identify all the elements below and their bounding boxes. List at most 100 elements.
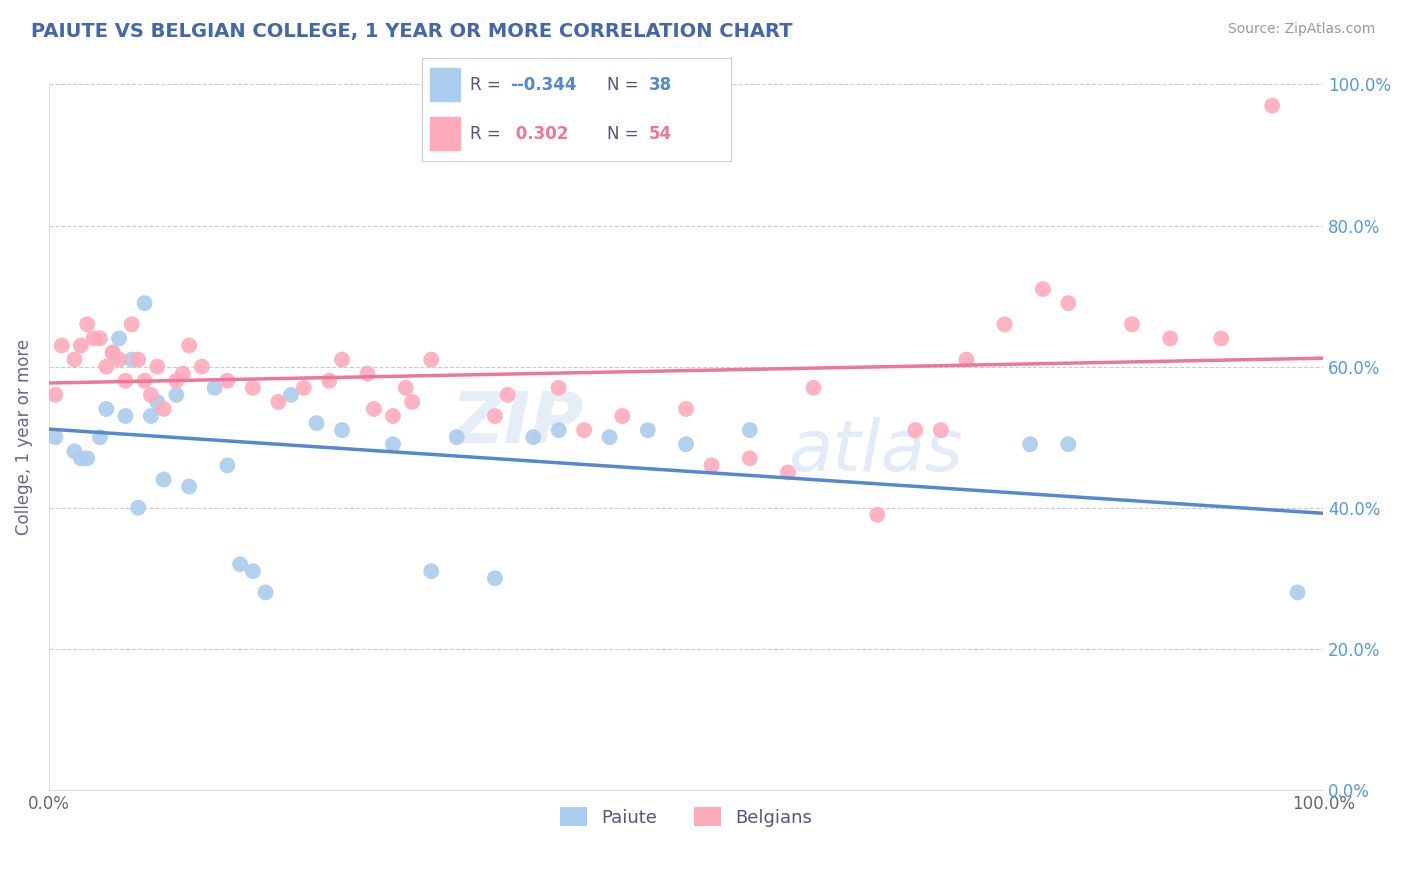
Point xyxy=(738,451,761,466)
Point xyxy=(134,296,156,310)
Point xyxy=(76,318,98,332)
Point xyxy=(1057,296,1080,310)
Point xyxy=(356,367,378,381)
Text: ZIP: ZIP xyxy=(451,389,583,458)
Point xyxy=(395,381,418,395)
Point xyxy=(146,359,169,374)
Point xyxy=(89,430,111,444)
Point xyxy=(738,423,761,437)
Point xyxy=(146,395,169,409)
Point xyxy=(165,388,187,402)
Text: N =: N = xyxy=(607,76,644,94)
Point xyxy=(599,430,621,444)
Point xyxy=(242,564,264,578)
Y-axis label: College, 1 year or more: College, 1 year or more xyxy=(15,339,32,535)
Bar xyxy=(430,118,461,150)
Text: 54: 54 xyxy=(650,125,672,143)
Point xyxy=(217,374,239,388)
Point xyxy=(96,401,118,416)
Point xyxy=(114,409,136,423)
Point xyxy=(152,401,174,416)
Point xyxy=(446,430,468,444)
Point xyxy=(96,359,118,374)
Point xyxy=(51,338,73,352)
Point xyxy=(108,352,131,367)
Point xyxy=(114,374,136,388)
Point xyxy=(803,381,825,395)
Text: N =: N = xyxy=(607,125,644,143)
Point xyxy=(127,500,149,515)
Point xyxy=(330,352,353,367)
Point xyxy=(866,508,889,522)
Point xyxy=(254,585,277,599)
Point xyxy=(318,374,340,388)
Point xyxy=(1121,318,1143,332)
Point xyxy=(121,352,143,367)
Point xyxy=(121,318,143,332)
Text: Source: ZipAtlas.com: Source: ZipAtlas.com xyxy=(1227,22,1375,37)
Point xyxy=(76,451,98,466)
Legend: Paiute, Belgians: Paiute, Belgians xyxy=(553,800,820,834)
Bar xyxy=(430,69,461,101)
Point xyxy=(484,409,506,423)
Text: 38: 38 xyxy=(650,76,672,94)
Point xyxy=(83,331,105,345)
Point xyxy=(69,338,91,352)
Point xyxy=(363,401,385,416)
Point xyxy=(134,374,156,388)
Point xyxy=(572,423,595,437)
Point xyxy=(305,416,328,430)
Point xyxy=(420,352,443,367)
Point xyxy=(420,564,443,578)
Point xyxy=(904,423,927,437)
Point xyxy=(242,381,264,395)
Point xyxy=(1032,282,1054,296)
Point xyxy=(204,381,226,395)
Point xyxy=(330,423,353,437)
Point xyxy=(179,479,201,493)
Point xyxy=(675,401,697,416)
Point xyxy=(267,395,290,409)
Point xyxy=(191,359,214,374)
Point xyxy=(776,466,799,480)
Text: PAIUTE VS BELGIAN COLLEGE, 1 YEAR OR MORE CORRELATION CHART: PAIUTE VS BELGIAN COLLEGE, 1 YEAR OR MOR… xyxy=(31,22,793,41)
Point xyxy=(547,423,569,437)
Point xyxy=(127,352,149,367)
Point xyxy=(172,367,194,381)
Point xyxy=(401,395,423,409)
Point xyxy=(637,423,659,437)
Point xyxy=(101,345,124,359)
Point xyxy=(382,437,405,451)
Point xyxy=(929,423,952,437)
Text: --0.344: --0.344 xyxy=(510,76,576,94)
Point xyxy=(44,388,66,402)
Point xyxy=(1019,437,1042,451)
Point xyxy=(1211,331,1233,345)
Point xyxy=(179,338,201,352)
Point xyxy=(382,409,405,423)
Point xyxy=(675,437,697,451)
Point xyxy=(139,388,162,402)
Point xyxy=(292,381,315,395)
Point xyxy=(69,451,91,466)
Point xyxy=(955,352,977,367)
Point xyxy=(1057,437,1080,451)
Point xyxy=(44,430,66,444)
Point xyxy=(612,409,634,423)
Point xyxy=(484,571,506,585)
Point xyxy=(139,409,162,423)
Point xyxy=(152,473,174,487)
Point xyxy=(1261,98,1284,112)
Point xyxy=(217,458,239,473)
Point xyxy=(229,557,252,571)
Point xyxy=(108,331,131,345)
Text: R =: R = xyxy=(470,125,506,143)
Point xyxy=(63,444,86,458)
Point xyxy=(165,374,187,388)
Point xyxy=(63,352,86,367)
Point xyxy=(994,318,1017,332)
Point xyxy=(700,458,723,473)
Point xyxy=(522,430,544,444)
Point xyxy=(101,345,124,359)
Text: 0.302: 0.302 xyxy=(510,125,568,143)
